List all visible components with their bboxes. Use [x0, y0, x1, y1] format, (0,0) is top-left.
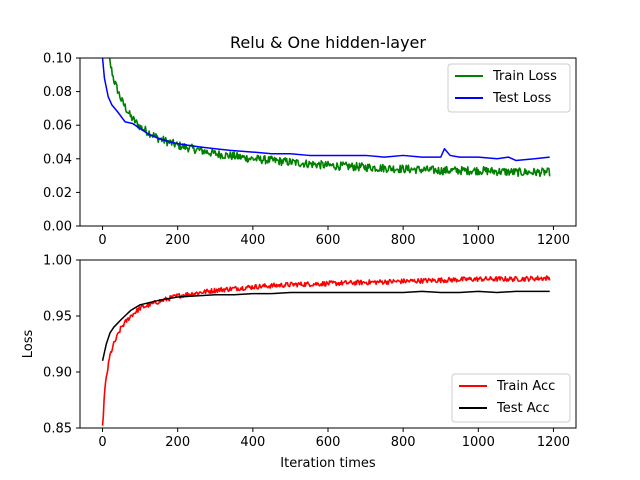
x-tick-label: 200 [165, 233, 190, 248]
x-tick-label: 1200 [537, 435, 570, 450]
plot-frame [79, 259, 577, 429]
x-tick-label: 0 [98, 233, 106, 248]
x-tick-label: 1000 [462, 233, 495, 248]
y-tick-label: 0.04 [43, 152, 72, 167]
legend-label-train-acc: Train Acc [496, 379, 555, 394]
y-tick-label: 0.08 [43, 85, 72, 100]
y-tick-label: 0.06 [43, 119, 72, 134]
legend: Train Acc Test Acc [451, 373, 571, 423]
series-line-test-loss [101, 58, 550, 162]
y-ticks: 0.85 0.90 0.95 1.00 [43, 254, 80, 437]
x-tick-label: 600 [316, 233, 341, 248]
x-tick-label: 400 [240, 233, 265, 248]
x-tick-label: 800 [391, 435, 416, 450]
y-tick-label: 0.95 [43, 310, 72, 325]
x-tick-label: 600 [316, 435, 341, 450]
series-lines [101, 275, 551, 426]
plot-title: Relu & One hidden-layer [230, 33, 426, 52]
series-lines [101, 58, 551, 178]
x-tick-label: 800 [391, 233, 416, 248]
legend-label-train-loss: Train Loss [492, 69, 557, 84]
accuracy-plot: 0 200 400 600 800 1000 1200 0.85 0.90 0.95 1.00 I… [21, 254, 577, 471]
x-tick-label: 400 [240, 435, 265, 450]
legend-label-test-acc: Test Acc [496, 401, 550, 416]
x-tick-label: 1200 [537, 233, 570, 248]
y-ticks: 0.00 0.02 0.04 0.06 0.08 0.10 [43, 52, 80, 235]
legend-label-test-loss: Test Loss [492, 91, 551, 106]
y-tick-label: 0.90 [43, 366, 72, 381]
series-line-train-acc [101, 275, 551, 426]
legend: Train Loss Test Loss [447, 63, 571, 113]
y-axis-label: Loss [21, 330, 36, 359]
series-line-train-loss [108, 58, 551, 178]
y-tick-label: 0.10 [43, 52, 72, 67]
y-tick-label: 1.00 [43, 254, 72, 269]
y-tick-label: 0.00 [43, 220, 72, 235]
y-tick-label: 0.02 [43, 186, 72, 201]
x-ticks: 0 200 400 600 800 1000 1200 [98, 226, 570, 248]
x-ticks: 0 200 400 600 800 1000 1200 [98, 428, 570, 450]
series-line-test-acc [101, 290, 550, 361]
plot-frame [79, 57, 577, 227]
x-tick-label: 200 [165, 435, 190, 450]
y-tick-label: 0.85 [43, 422, 72, 437]
x-axis-label: Iteration times [280, 456, 376, 471]
x-tick-label: 1000 [462, 435, 495, 450]
x-tick-label: 0 [98, 435, 106, 450]
loss-plot: Relu & One hidden-layer 0 200 400 600 800 100… [43, 33, 577, 248]
